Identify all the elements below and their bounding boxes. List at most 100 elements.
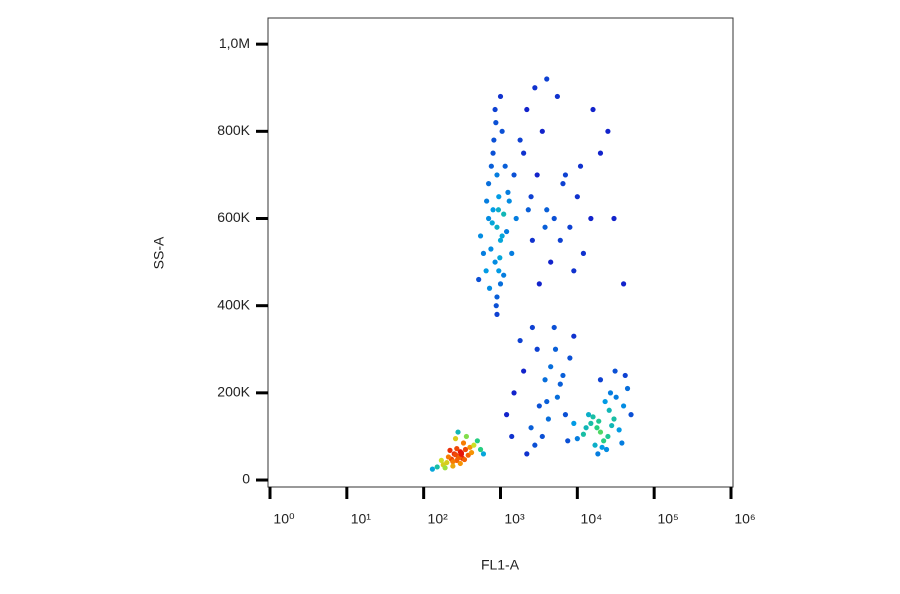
event-dot bbox=[503, 412, 510, 418]
event-dot bbox=[463, 433, 470, 440]
event-dot bbox=[503, 228, 510, 235]
event-dot bbox=[536, 403, 542, 409]
event-dot bbox=[594, 425, 600, 431]
event-dot bbox=[434, 464, 440, 470]
event-dot bbox=[450, 459, 456, 465]
event-dot bbox=[534, 172, 540, 178]
event-dot bbox=[494, 311, 500, 317]
event-dot bbox=[554, 394, 560, 400]
event-dot bbox=[497, 281, 504, 287]
event-dot bbox=[460, 440, 467, 446]
event-dot bbox=[611, 416, 617, 422]
event-dot bbox=[567, 355, 573, 361]
x-tick-label: 10⁶ bbox=[734, 511, 755, 527]
event-dot bbox=[544, 398, 550, 405]
event-dot bbox=[497, 93, 504, 100]
event-dot bbox=[545, 416, 551, 422]
event-dot bbox=[488, 163, 494, 169]
x-axis-label: FL1-A bbox=[481, 557, 520, 573]
event-dot bbox=[616, 427, 622, 433]
event-dot bbox=[505, 189, 511, 195]
event-dot bbox=[551, 324, 557, 331]
event-dot bbox=[528, 425, 534, 431]
event-dot bbox=[517, 137, 523, 143]
event-dot bbox=[517, 337, 523, 344]
event-dot bbox=[447, 447, 453, 453]
y-tick-label: 600K bbox=[217, 209, 250, 225]
event-dot bbox=[602, 398, 608, 405]
event-dot bbox=[450, 463, 456, 469]
event-dot bbox=[560, 181, 566, 187]
y-axis-label: SS-A bbox=[151, 236, 167, 269]
x-tick-label: 10¹ bbox=[351, 511, 372, 527]
event-dot bbox=[493, 120, 499, 126]
event-dot bbox=[597, 150, 604, 156]
event-dot bbox=[490, 207, 496, 213]
event-dot bbox=[611, 215, 617, 222]
event-dot bbox=[494, 294, 500, 300]
event-dot bbox=[528, 194, 534, 200]
event-dot bbox=[509, 433, 515, 440]
event-dot bbox=[542, 224, 548, 230]
x-tick-label: 10⁰ bbox=[273, 511, 295, 527]
event-dot bbox=[605, 433, 611, 440]
event-dot bbox=[506, 198, 512, 204]
event-dot bbox=[624, 385, 631, 392]
event-dot bbox=[494, 224, 500, 230]
event-dot bbox=[580, 431, 587, 437]
event-dot bbox=[548, 259, 554, 265]
event-dot bbox=[542, 377, 548, 383]
event-dot bbox=[619, 440, 625, 446]
event-dot bbox=[501, 272, 507, 278]
event-dot bbox=[461, 456, 468, 463]
event-dot bbox=[524, 106, 530, 113]
event-dot bbox=[438, 457, 444, 464]
event-dot bbox=[525, 207, 531, 213]
event-dot bbox=[599, 444, 605, 450]
x-tick-label: 10² bbox=[428, 511, 449, 527]
event-dot bbox=[577, 163, 584, 169]
event-dot bbox=[532, 442, 538, 448]
x-tick-label: 10⁴ bbox=[581, 511, 603, 527]
event-dot bbox=[521, 150, 527, 156]
event-dot bbox=[620, 281, 627, 287]
x-tick-label: 10⁵ bbox=[657, 511, 678, 527]
event-dot bbox=[493, 303, 499, 309]
event-dot bbox=[585, 412, 592, 418]
event-dot bbox=[562, 412, 569, 418]
event-dot bbox=[494, 172, 500, 178]
event-dot bbox=[462, 446, 469, 453]
event-dot bbox=[571, 268, 577, 274]
event-dot bbox=[490, 150, 496, 156]
event-dot bbox=[429, 466, 436, 472]
event-dot bbox=[467, 444, 473, 450]
event-dot bbox=[588, 420, 594, 426]
event-dot bbox=[486, 285, 493, 291]
event-dot bbox=[489, 220, 495, 226]
event-dot bbox=[496, 194, 502, 200]
event-dot bbox=[565, 438, 571, 444]
event-dot bbox=[442, 465, 448, 471]
event-dot bbox=[620, 403, 627, 409]
event-dot bbox=[492, 259, 498, 265]
event-dot bbox=[502, 163, 508, 169]
event-dot bbox=[501, 211, 507, 217]
event-dot bbox=[492, 106, 498, 113]
event-dot bbox=[468, 449, 475, 456]
y-tick-label: 200K bbox=[217, 384, 250, 400]
event-dot bbox=[551, 215, 557, 222]
event-dot bbox=[596, 418, 602, 424]
y-tick-label: 400K bbox=[217, 296, 250, 312]
x-tick-label: 10³ bbox=[504, 511, 525, 527]
event-dot bbox=[597, 377, 604, 383]
event-dot bbox=[539, 128, 545, 134]
y-tick-label: 1,0M bbox=[219, 35, 250, 51]
event-dot bbox=[521, 368, 527, 374]
event-dot bbox=[574, 436, 580, 442]
event-dot bbox=[499, 233, 505, 239]
event-dot bbox=[552, 346, 559, 352]
event-dot bbox=[595, 451, 601, 457]
event-dot bbox=[513, 215, 519, 222]
event-dot bbox=[496, 268, 502, 274]
